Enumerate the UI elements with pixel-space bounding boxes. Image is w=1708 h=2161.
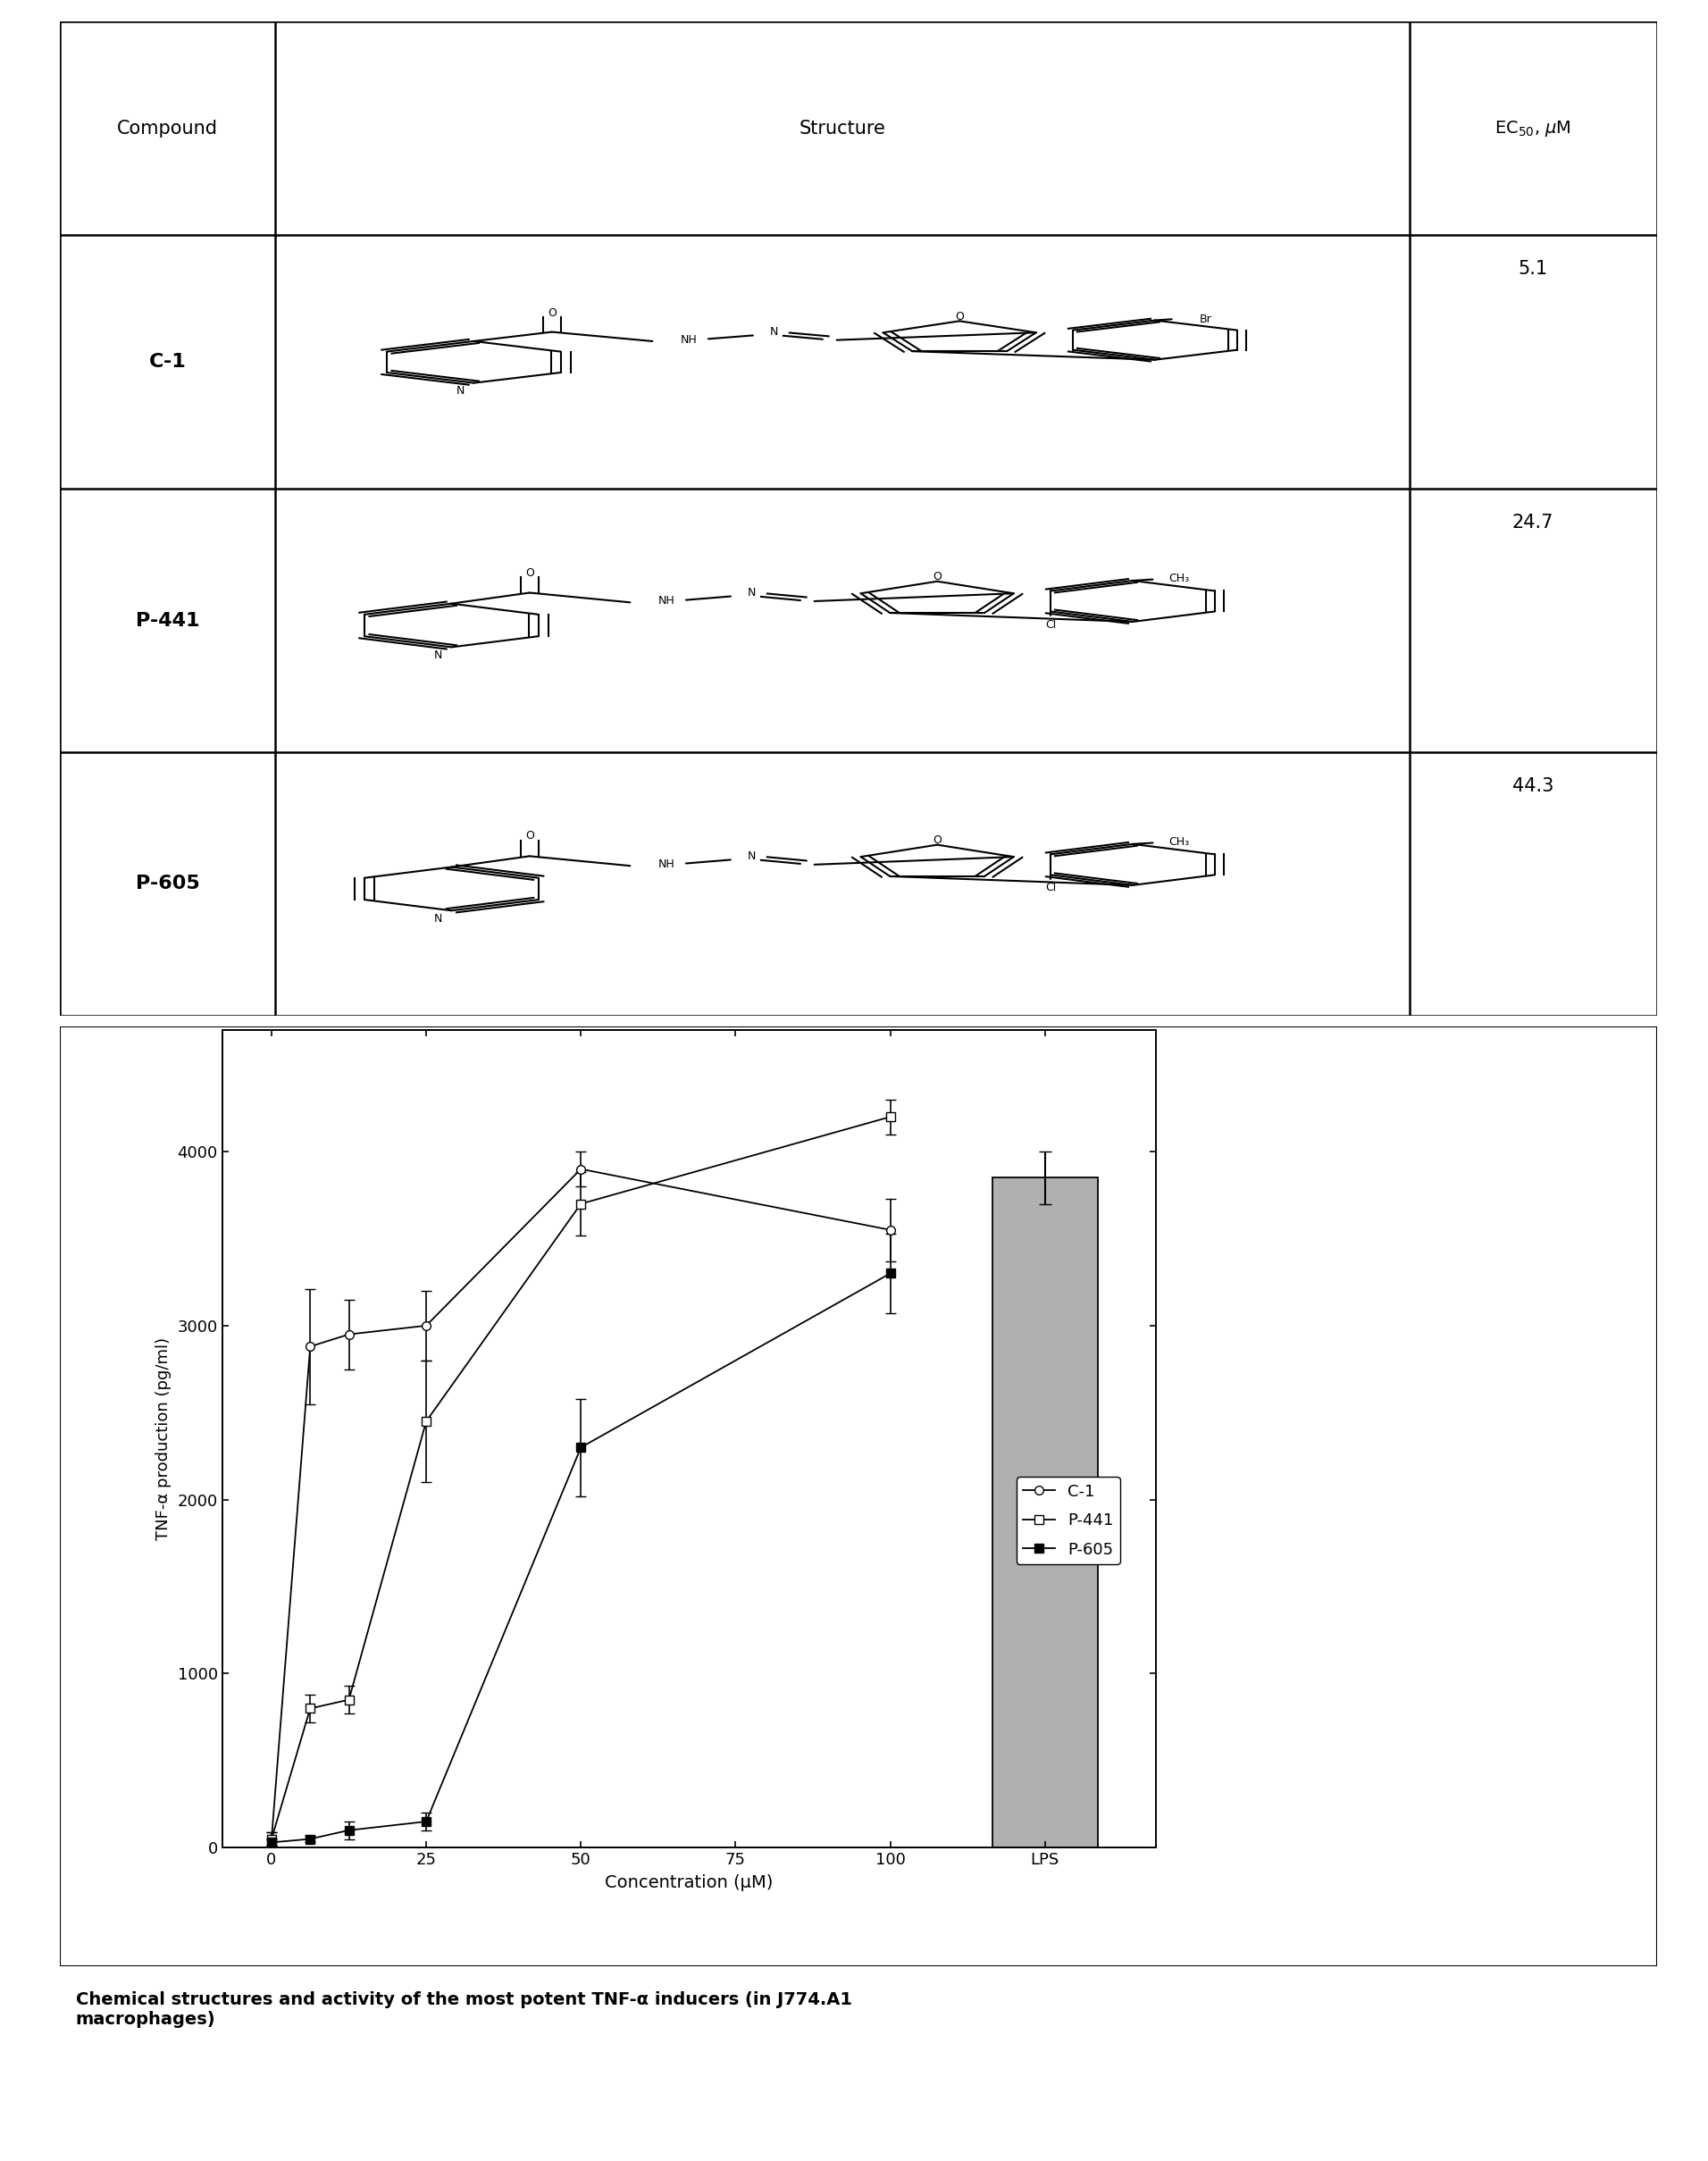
Text: N: N bbox=[748, 588, 755, 599]
Text: P-605: P-605 bbox=[135, 875, 200, 892]
Text: NH: NH bbox=[658, 858, 675, 871]
Bar bbox=[992, 1178, 1098, 1848]
Y-axis label: TNF-α production (pg/ml): TNF-α production (pg/ml) bbox=[155, 1338, 171, 1541]
Text: EC$_{50}$, $\mu$M: EC$_{50}$, $\mu$M bbox=[1494, 119, 1571, 138]
Text: P-441: P-441 bbox=[135, 612, 200, 629]
Text: O: O bbox=[933, 834, 941, 847]
Text: O: O bbox=[955, 311, 963, 322]
Text: C-1: C-1 bbox=[149, 352, 186, 372]
Legend: C-1, P-441, P-605: C-1, P-441, P-605 bbox=[1016, 1478, 1120, 1565]
Text: CH₃: CH₃ bbox=[1168, 573, 1189, 583]
Text: 24.7: 24.7 bbox=[1512, 514, 1554, 532]
Text: 44.3: 44.3 bbox=[1512, 778, 1554, 795]
Text: NH: NH bbox=[658, 596, 675, 607]
Text: Compound: Compound bbox=[118, 119, 219, 138]
Text: O: O bbox=[524, 830, 535, 843]
Text: Cl: Cl bbox=[1045, 882, 1056, 895]
Text: Structure: Structure bbox=[799, 119, 885, 138]
Text: N: N bbox=[434, 650, 442, 661]
Text: N: N bbox=[748, 849, 755, 862]
Text: N: N bbox=[456, 385, 465, 398]
Text: N: N bbox=[434, 912, 442, 925]
Text: N: N bbox=[770, 326, 779, 337]
X-axis label: Concentration (μM): Concentration (μM) bbox=[605, 1874, 774, 1891]
Text: O: O bbox=[548, 307, 557, 318]
Text: 5.1: 5.1 bbox=[1518, 259, 1547, 279]
Text: NH: NH bbox=[680, 335, 697, 346]
Text: Chemical structures and activity of the most potent TNF-α inducers (in J774.A1
m: Chemical structures and activity of the … bbox=[75, 1992, 852, 2029]
Text: CH₃: CH₃ bbox=[1168, 836, 1189, 847]
Text: O: O bbox=[933, 571, 941, 583]
Text: Br: Br bbox=[1199, 313, 1213, 324]
Text: Cl: Cl bbox=[1045, 618, 1056, 631]
Text: O: O bbox=[524, 566, 535, 579]
